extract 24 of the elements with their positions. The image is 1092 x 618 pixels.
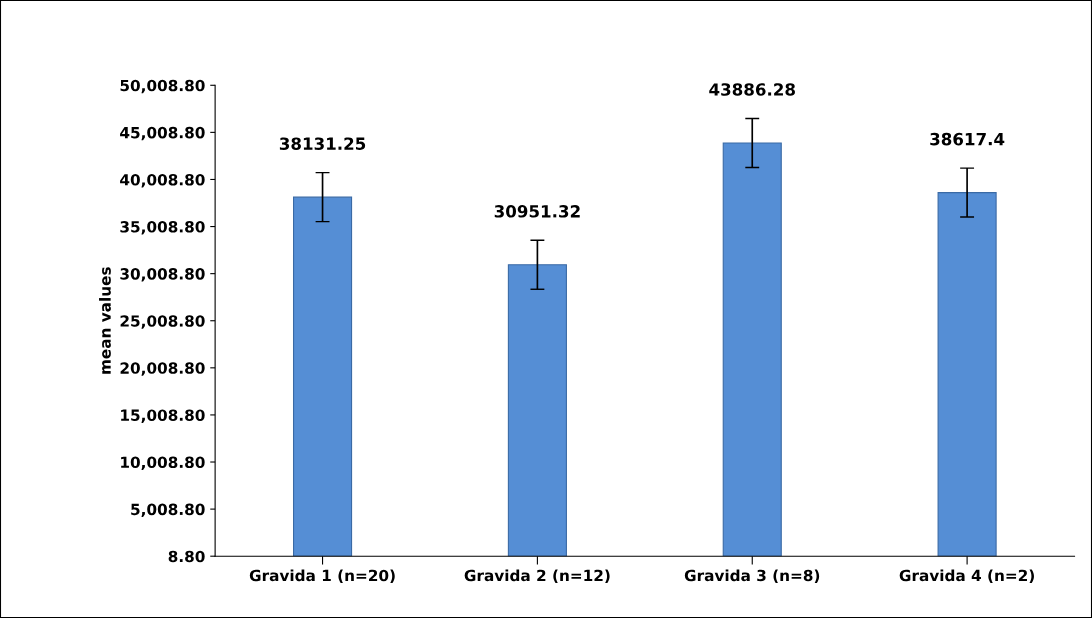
data-label: 38131.25 (279, 137, 366, 150)
y-tick-label: 15,008.80 (121, 409, 205, 423)
y-tick-label: 8.80 (168, 550, 205, 563)
bar (292, 196, 353, 557)
y-tick-label: 5,008.80 (131, 503, 205, 518)
y-tick-label: 10,008.80 (121, 456, 205, 470)
x-tick-label: Gravida 3 (n=8) (684, 569, 820, 584)
x-tick-label: Gravida 2 (n=12) (464, 569, 610, 584)
bar (507, 264, 567, 557)
y-tick-label: 35,008.80 (120, 221, 205, 235)
y-tick-label: 50,008.80 (120, 79, 205, 94)
y-tick-label: 30,008.80 (120, 268, 205, 282)
data-label: 30951.32 (494, 205, 580, 218)
y-tick-label: 20,008.80 (120, 362, 205, 376)
bar (722, 142, 782, 557)
x-tick-label: Gravida 4 (n=2) (899, 569, 1034, 584)
data-label: 38617.4 (930, 132, 1005, 146)
bar (937, 192, 997, 557)
y-axis-title: mean values (99, 267, 111, 374)
y-tick-label: 25,008.80 (120, 315, 205, 329)
data-label: 43886.28 (709, 83, 795, 96)
y-tick-label: 45,008.80 (120, 126, 205, 141)
x-tick-label: Gravida 1 (n=20) (249, 569, 395, 584)
y-tick-label: 40,008.80 (120, 173, 205, 188)
